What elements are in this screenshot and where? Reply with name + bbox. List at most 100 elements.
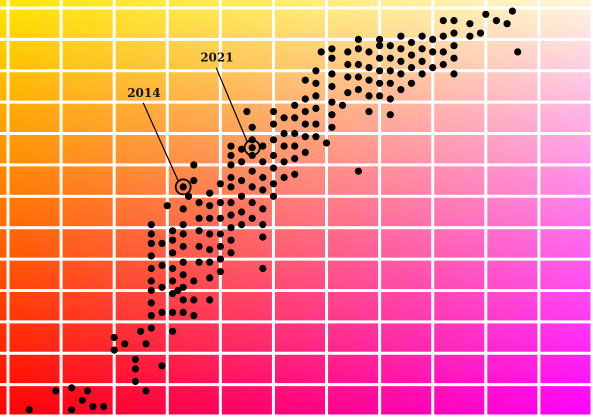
scatter-point xyxy=(147,252,155,260)
scatter-point xyxy=(158,239,166,247)
scatter-point xyxy=(179,296,187,304)
scatter-point xyxy=(291,114,299,122)
scatter-point xyxy=(508,7,516,15)
scatter-point xyxy=(179,221,187,229)
scatter-points xyxy=(25,7,522,414)
scatter-point xyxy=(514,48,522,56)
scatter-point xyxy=(354,35,362,44)
annotation-label-2014: 2014 xyxy=(127,86,160,100)
scatter-point xyxy=(190,161,198,169)
scatter-point xyxy=(52,387,60,395)
scatter-point xyxy=(386,95,394,103)
scatter-point xyxy=(216,214,224,222)
scatter-point xyxy=(259,186,267,194)
scatter-point xyxy=(216,255,224,263)
scatter-point xyxy=(450,42,458,50)
scatter-point xyxy=(338,101,347,109)
scatter-point xyxy=(131,365,139,373)
scatter-point xyxy=(169,308,177,316)
scatter-point xyxy=(179,242,187,251)
scatter-point xyxy=(169,290,177,298)
scatter-point xyxy=(418,32,426,40)
scatter-point xyxy=(328,98,336,106)
scatter-point xyxy=(243,108,251,116)
scatter-point xyxy=(195,199,203,207)
scatter-point xyxy=(354,60,362,69)
scatter-point xyxy=(291,142,299,150)
scatter-point xyxy=(269,151,278,160)
annotation-label-2021: 2021 xyxy=(200,51,233,65)
scatter-point xyxy=(169,264,177,273)
scatter-point xyxy=(312,92,320,100)
scatter-point xyxy=(179,230,187,238)
scatter-point xyxy=(301,148,309,156)
scatter-point xyxy=(259,205,267,213)
scatter-point xyxy=(354,86,362,94)
scatter-point xyxy=(131,377,139,386)
scatter-point xyxy=(227,173,235,182)
scatter-point xyxy=(147,264,155,273)
scatter-point xyxy=(407,79,416,87)
scatter-point xyxy=(248,199,256,207)
scatter-point xyxy=(227,211,235,219)
scatter-point xyxy=(269,192,278,200)
scatter-point xyxy=(195,227,203,235)
scatter-point xyxy=(482,10,490,18)
scatter-point xyxy=(429,35,437,44)
scatter-point xyxy=(386,42,394,50)
scatter-point xyxy=(269,136,278,144)
scatter-point xyxy=(206,189,214,197)
scatter-point xyxy=(227,161,235,169)
scatter-point xyxy=(492,17,500,25)
scatter-point xyxy=(227,183,235,191)
scatter-point xyxy=(121,340,129,348)
scatter-point xyxy=(147,286,155,295)
scatter-point xyxy=(386,79,394,87)
scatter-point xyxy=(169,327,177,335)
scatter-point xyxy=(216,230,224,238)
scatter-point xyxy=(259,233,267,241)
scatter-point xyxy=(169,227,177,235)
scatter-point xyxy=(147,324,155,332)
scatter-point xyxy=(376,92,384,100)
scatter-point xyxy=(169,249,177,257)
scatter-point xyxy=(179,308,187,316)
scatter-point xyxy=(365,64,373,72)
scatter-point xyxy=(376,35,384,44)
scatter-point xyxy=(68,406,76,414)
scatter-point xyxy=(344,60,352,69)
scatter-point xyxy=(68,384,76,392)
scatter-point xyxy=(147,230,155,238)
scatter-point xyxy=(365,108,373,116)
scatter-point xyxy=(301,76,309,84)
scatter-point xyxy=(280,142,288,150)
scatter-point xyxy=(190,277,198,285)
scatter-point xyxy=(418,45,426,53)
scatter-point xyxy=(301,120,309,128)
scatter-point xyxy=(280,173,288,182)
scatter-point xyxy=(291,129,299,138)
scatter-point xyxy=(131,355,139,364)
scatter-point xyxy=(450,70,458,78)
scatter-point xyxy=(301,95,309,103)
scatter-point xyxy=(84,387,92,395)
scatter-point xyxy=(439,17,447,25)
scatter-point xyxy=(291,170,299,178)
scatter-point xyxy=(312,104,320,112)
scatter-point xyxy=(206,246,214,254)
scatter-point xyxy=(147,277,155,285)
scatter-point xyxy=(147,299,155,307)
annotation-leader-line xyxy=(142,102,179,182)
scatter-point xyxy=(439,48,447,56)
scatter-point xyxy=(386,54,394,62)
scatter-point xyxy=(158,261,166,269)
scatter-point xyxy=(169,236,177,244)
scatter-point xyxy=(147,221,155,229)
scatter-point xyxy=(450,29,458,37)
scatter-point xyxy=(238,192,246,200)
scatter-point xyxy=(439,60,447,69)
scatter-point xyxy=(147,312,155,320)
scatter-point xyxy=(259,221,267,229)
scatter-point xyxy=(291,155,299,163)
